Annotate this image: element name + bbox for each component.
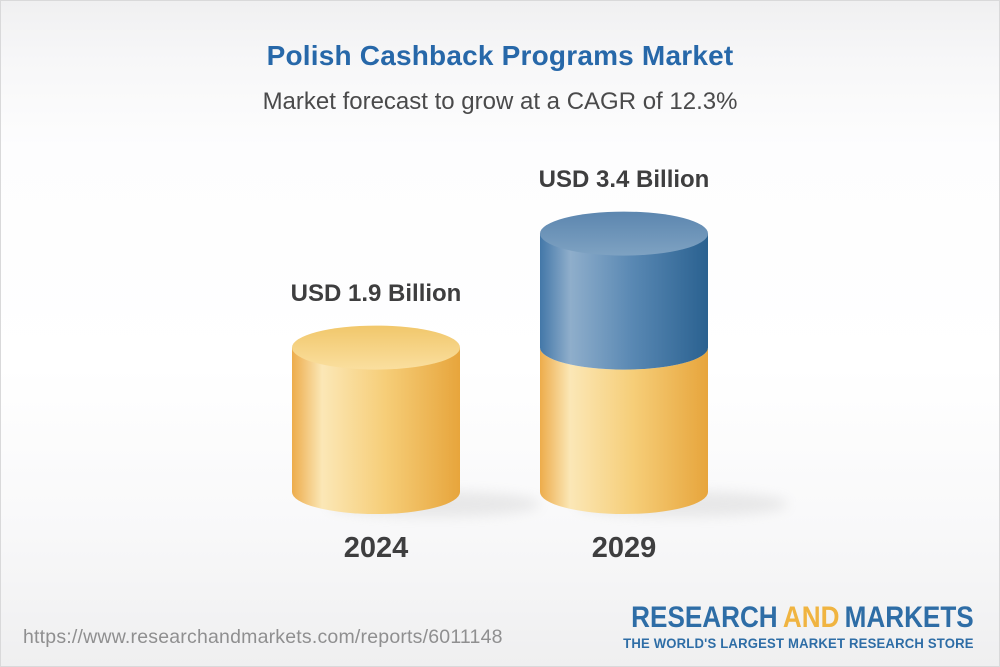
value-label-2024: USD 1.9 Billion [290,279,462,307]
value-label-2029: USD 3.4 Billion [538,165,710,193]
report-url-link[interactable]: https://www.researchandmarkets.com/repor… [23,626,503,648]
header: Polish Cashback Programs Market Market f… [1,1,999,116]
category-label-2024: 2024 [343,532,409,564]
logo-word-research: RESEARCH [631,601,778,634]
bar-2029-segment-forecast-growth [540,233,708,370]
bar-2024-top [292,325,460,370]
chart-subtitle: Market forecast to grow at a CAGR of 12.… [262,88,738,115]
logo-tagline: THE WORLD'S LARGEST MARKET RESEARCH STOR… [623,636,974,651]
category-label-2029: 2029 [591,532,657,564]
bar-shadow [576,491,788,517]
bar-shadow [328,491,540,517]
logo-wordmark: RESEARCH AND MARKETS [631,603,974,633]
logo-word-and: AND [783,601,840,634]
bar-2029-top [540,211,708,256]
page-title: Polish Cashback Programs Market [266,40,734,71]
researchandmarkets-logo: RESEARCH AND MARKETS THE WORLD'S LARGEST M… [580,603,974,651]
bar-2029-segment-base-2024-level [540,347,708,514]
logo-word-markets: MARKETS [844,601,974,634]
bar-2024-segment-market-2024 [292,347,460,514]
